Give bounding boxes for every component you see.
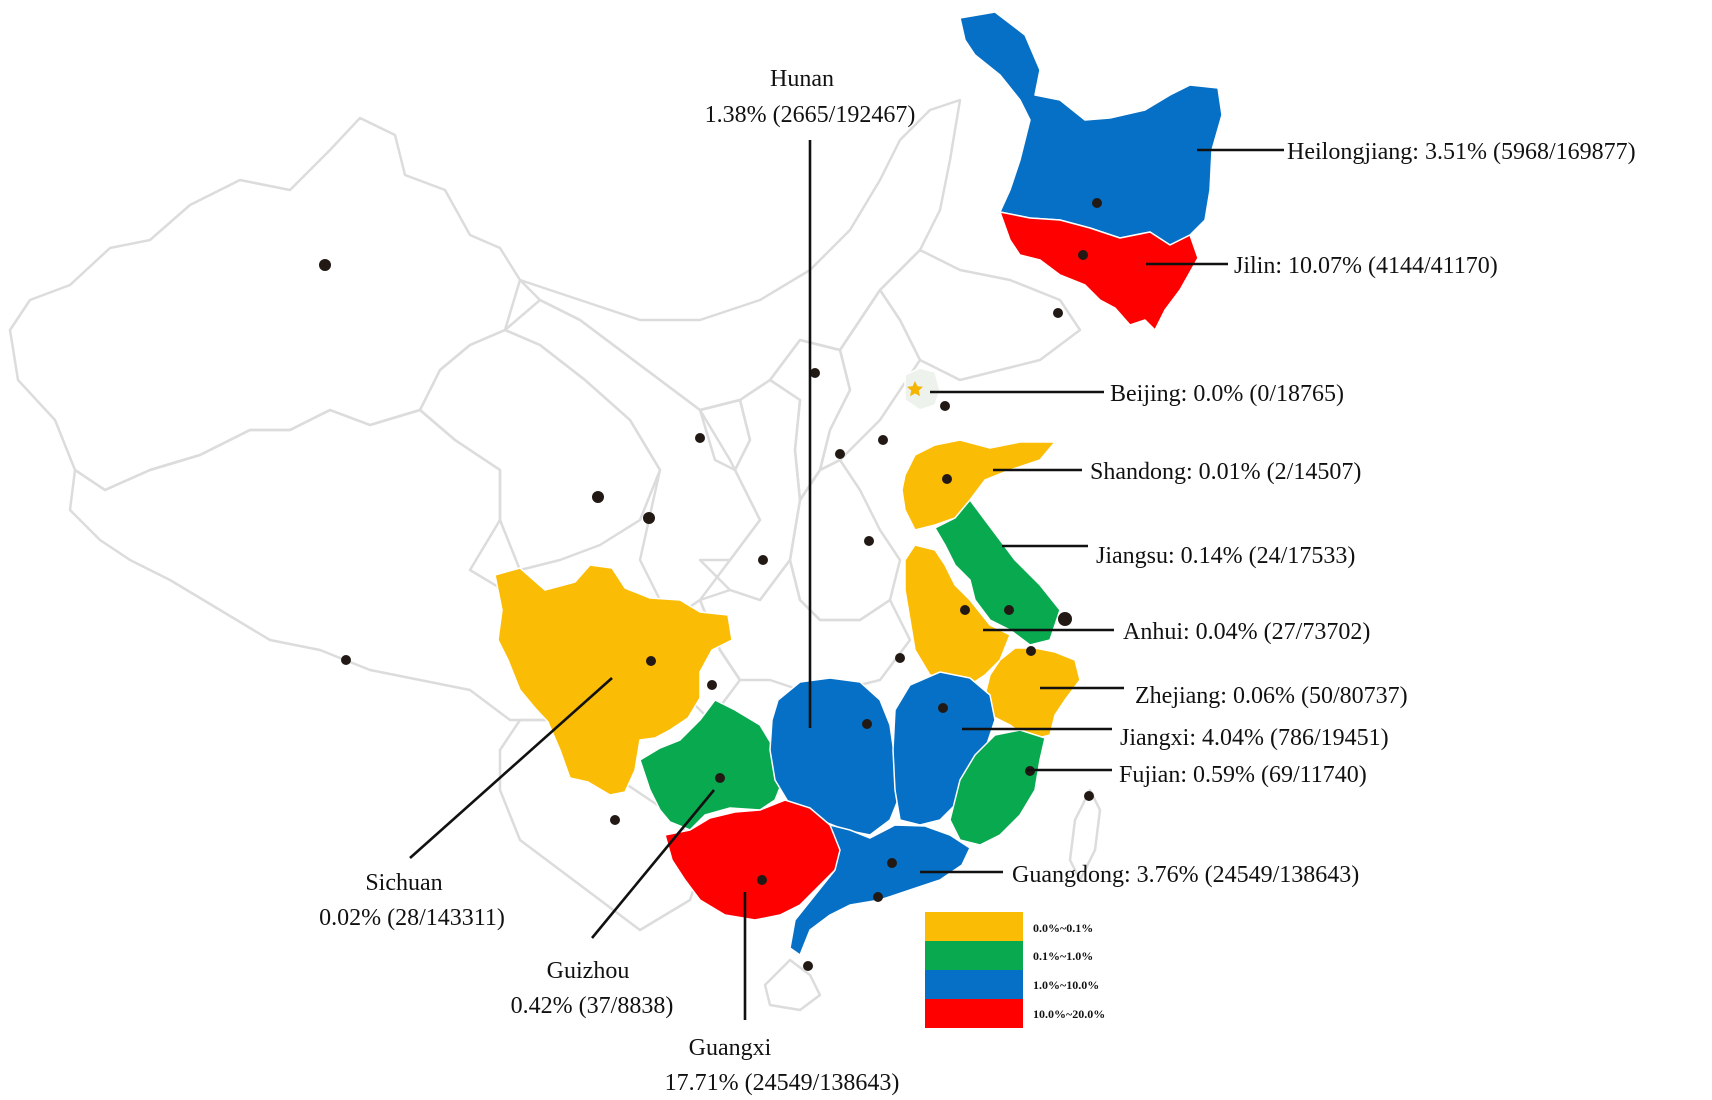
legend-label: 0.0%~0.1% [1033, 921, 1093, 935]
xinjiang-outline [8, 116, 522, 492]
city-dot [887, 858, 897, 868]
label-anhui: Anhui: 0.04% (27/73702) [1123, 619, 1370, 645]
hunan-region [769, 677, 901, 836]
label-guangdong: Guangdong: 3.76% (24549/138643) [1012, 862, 1359, 888]
leader-line-sichuan [409, 677, 613, 859]
sichuan-region [494, 564, 733, 796]
legend-label: 0.1%~1.0% [1033, 949, 1093, 963]
label-guizhou-name: Guizhou [547, 958, 630, 984]
label-sichuan-name: Sichuan [365, 870, 442, 896]
label-guizhou-stats: 0.42% (37/8838) [511, 993, 674, 1019]
city-dot [1053, 308, 1063, 318]
province-labels: Heilongjiang: 3.51% (5968/169877) Jilin:… [319, 66, 1636, 1096]
city-dot [757, 875, 767, 885]
capital-star-icon [907, 381, 923, 397]
legend-swatch [925, 970, 1023, 999]
jiangsu-region [934, 499, 1061, 646]
leader-line-guizhou [590, 789, 716, 939]
city-dot [960, 605, 970, 615]
hainan-outline [763, 958, 822, 1012]
city-dot [341, 655, 351, 665]
inner-mongolia-outline [518, 98, 962, 412]
henan-outline [788, 458, 902, 622]
city-dot [835, 449, 845, 459]
label-guangxi-stats: 17.71% (24549/138643) [665, 1070, 900, 1096]
label-hunan-name: Hunan [770, 66, 834, 92]
tibet-outline [68, 408, 592, 722]
legend-swatch [925, 999, 1023, 1028]
beijing-region [904, 367, 941, 411]
city-dot [758, 555, 768, 565]
city-dot [1026, 646, 1036, 656]
label-zhejiang: Zhejiang: 0.06% (50/80737) [1135, 683, 1408, 709]
jilin-region [999, 211, 1199, 331]
city-dot [1004, 605, 1014, 615]
legend-label: 1.0%~10.0% [1033, 978, 1099, 992]
label-sichuan-stats: 0.02% (28/143311) [319, 905, 505, 931]
city-dot [715, 773, 725, 783]
city-dot [592, 491, 604, 503]
legend-label: 10.0%~20.0% [1033, 1007, 1105, 1021]
city-dot [695, 433, 705, 443]
city-dot [1078, 250, 1088, 260]
liaoning-outline [878, 248, 1082, 382]
city-dot [1084, 791, 1094, 801]
coloured-provinces [494, 11, 1223, 956]
legend-swatch [925, 941, 1023, 970]
city-dot [610, 815, 620, 825]
label-heilongjiang: Heilongjiang: 3.51% (5968/169877) [1287, 139, 1636, 165]
heilongjiang-region [959, 11, 1223, 246]
qinghai-outline [418, 328, 662, 572]
label-shandong: Shandong: 0.01% (2/14507) [1090, 459, 1361, 485]
city-dot [803, 961, 813, 971]
legend: 0.0%~0.1% 0.1%~1.0% 1.0%~10.0% 10.0%~20.… [925, 912, 1105, 1028]
city-dot [878, 435, 888, 445]
city-dot [938, 703, 948, 713]
city-dot [864, 536, 874, 546]
legend-swatch [925, 912, 1023, 941]
city-dot [1092, 198, 1102, 208]
label-guangxi-name: Guangxi [689, 1035, 772, 1061]
city-dot [940, 401, 950, 411]
city-dot [643, 512, 655, 524]
city-dot [895, 653, 905, 663]
fujian-region [949, 729, 1046, 846]
city-dot [707, 680, 717, 690]
city-dot [873, 892, 883, 902]
label-jiangsu: Jiangsu: 0.14% (24/17533) [1096, 543, 1355, 569]
city-dot [810, 368, 820, 378]
label-hunan-stats: 1.38% (2665/192467) [705, 102, 916, 128]
city-dot [1058, 612, 1072, 626]
label-fujian: Fujian: 0.59% (69/11740) [1119, 762, 1367, 788]
taiwan-outline [1068, 788, 1102, 882]
label-jiangxi: Jiangxi: 4.04% (786/19451) [1120, 725, 1389, 751]
label-jilin: Jilin: 10.07% (4144/41170) [1234, 253, 1498, 279]
city-dot [942, 474, 952, 484]
label-beijing: Beijing: 0.0% (0/18765) [1110, 381, 1344, 407]
zhejiang-region [984, 647, 1081, 741]
leader-lines [409, 140, 1284, 1020]
city-dot [646, 656, 656, 666]
city-dots [319, 198, 1102, 971]
city-dot [862, 719, 872, 729]
gansu-outline [503, 298, 762, 622]
city-dot [319, 259, 331, 271]
hubei-outline [698, 558, 912, 692]
